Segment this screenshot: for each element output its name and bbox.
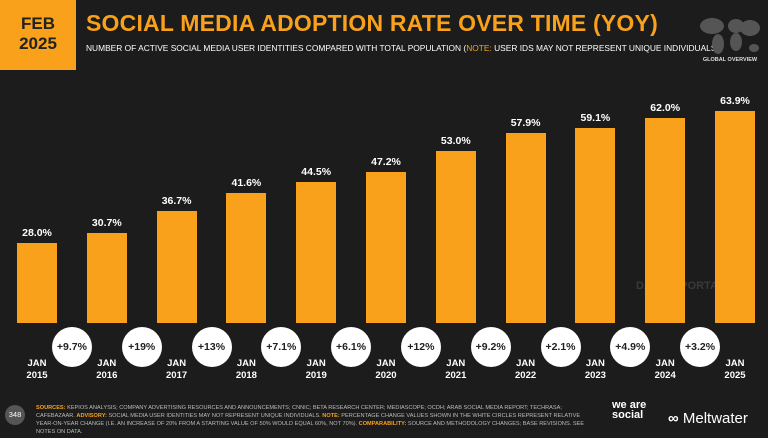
value-label: 63.9% (720, 94, 750, 107)
note-label: NOTE: (322, 413, 340, 419)
change-circle: +6.1% (331, 327, 372, 367)
bar (86, 233, 127, 323)
x-tick-label: JAN 2020 (375, 358, 397, 381)
footer-notes: SOURCES: KEPIOS ANALYSIS; COMPANY ADVERT… (36, 404, 596, 436)
change-circle: +7.1% (261, 327, 302, 367)
section-label: GLOBAL OVERVIEW (702, 57, 758, 63)
value-label: 57.9% (510, 116, 541, 129)
value-label: 53.0% (440, 134, 471, 147)
note-text: KEPIOS ANALYSIS; COMPANY ADVERTISING RES… (36, 405, 562, 419)
value-label: 47.2% (371, 156, 401, 169)
x-tick-label: JAN 2018 (235, 358, 257, 381)
x-tick-label: JAN 2024 (654, 358, 676, 381)
badge-month: FEB (21, 14, 55, 33)
change-circle: +9.7% (51, 327, 92, 367)
value-label: 28.0% (22, 227, 52, 240)
world-map-icon (700, 18, 760, 54)
brand-meltwater: ∞ Meltwater (668, 410, 748, 427)
change-circle: +3.2% (680, 327, 721, 367)
page-number: 348 (5, 405, 25, 425)
note-text: SOCIAL MEDIA USER IDENTITIES MAY NOT REP… (106, 413, 323, 419)
value-label: 59.1% (580, 112, 611, 125)
chart-title: SOCIAL MEDIA ADOPTION RATE OVER TIME (YO… (86, 10, 658, 36)
x-tick-label: JAN 2021 (445, 358, 467, 381)
brand-we-are-social: we are social (612, 399, 647, 421)
bar (505, 132, 546, 323)
bar (366, 172, 406, 323)
note-text: SOURCE AND METHODOLOGY CHANGES; BASE REV… (36, 421, 585, 435)
bar (715, 110, 755, 323)
date-badge: FEB 2025 (0, 0, 76, 70)
value-label: 30.7% (91, 217, 122, 230)
bar (226, 193, 267, 323)
x-tick-label: JAN 2022 (515, 358, 537, 381)
change-circle: +4.9% (610, 327, 651, 367)
badge-year: 2025 (19, 34, 57, 53)
x-tick-label: JAN 2016 (96, 358, 118, 381)
bar (156, 211, 197, 323)
bar (17, 243, 57, 323)
change-circle: +13% (191, 327, 232, 367)
subtitle-text: NUMBER OF ACTIVE SOCIAL MEDIA USER IDENT… (86, 43, 467, 53)
value-label: 36.7% (161, 195, 192, 208)
subtitle-note-label: NOTE: (466, 43, 492, 53)
x-tick-label: JAN 2025 (724, 358, 746, 381)
bar (575, 128, 616, 323)
note-label: ADVISORY: (76, 413, 107, 419)
change-circle: +2.1% (540, 327, 581, 367)
bar (296, 182, 337, 323)
x-tick-label: JAN 2019 (305, 358, 327, 381)
x-tick-label: JAN 2017 (166, 358, 188, 381)
note-text: PERCENTAGE CHANGE VALUES SHOWN IN THE WH… (36, 413, 581, 427)
note-label: SOURCES: (36, 405, 66, 411)
brand-name: Meltwater (682, 410, 748, 427)
bar (435, 150, 476, 323)
subtitle: NUMBER OF ACTIVE SOCIAL MEDIA USER IDENT… (86, 43, 719, 53)
x-tick-label: JAN 2015 (26, 358, 48, 381)
note-label: COMPARABILITY: (358, 421, 407, 427)
value-label: 44.5% (301, 166, 332, 179)
value-label: 62.0% (650, 101, 681, 114)
change-circle: +9.2% (470, 327, 511, 367)
change-circle: +12% (400, 327, 441, 367)
logo-mark: ∞ (668, 410, 683, 427)
value-label: 41.6% (231, 177, 262, 190)
subtitle-note: USER IDS MAY NOT REPRESENT UNIQUE INDIVI… (491, 43, 720, 53)
x-tick-label: JAN 2023 (584, 358, 606, 381)
change-circle: +19% (121, 327, 162, 367)
bar (645, 117, 686, 323)
